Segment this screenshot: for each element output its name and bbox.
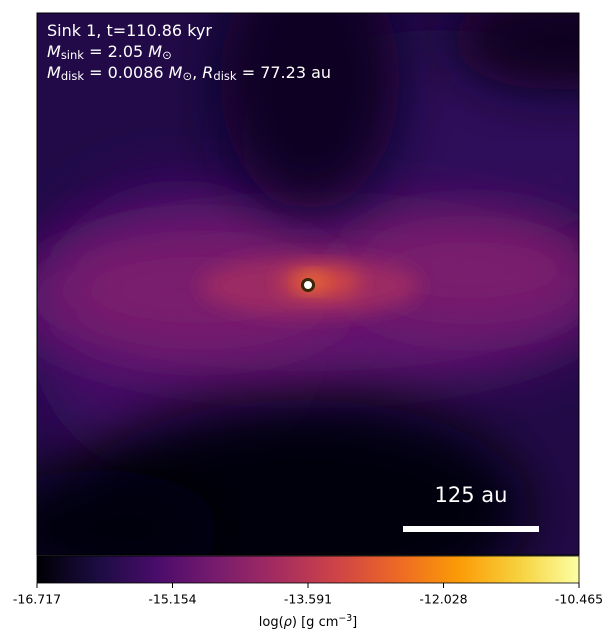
tick-label: -12.028 <box>419 592 467 607</box>
text-segment: ρ <box>284 615 293 630</box>
text-segment: ⊙ <box>162 48 172 62</box>
tick-label: -13.591 <box>284 592 332 607</box>
text-segment: ] <box>352 615 357 630</box>
colorbar <box>36 555 580 584</box>
tick-label: -16.717 <box>13 592 61 607</box>
text-segment: ⊙ <box>182 69 192 83</box>
annotation: Sink 1, t=110.86 kyr <box>47 21 212 40</box>
colorbar-ticks: -16.717 -15.154 -13.591 -12.028 -10.465 <box>13 583 603 607</box>
text-segment: −3 <box>338 613 352 624</box>
text-segment: ) [g cm <box>292 615 338 630</box>
text-segment: M <box>47 63 61 82</box>
text-segment: R <box>202 63 213 82</box>
text-segment: Sink 1, t=110.86 kyr <box>47 21 212 40</box>
frame <box>36 12 580 556</box>
text-segment: M <box>169 63 183 82</box>
text-segment: , <box>192 63 202 82</box>
annotation: Mdisk = 0.0086 M⊙, Rdisk = 77.23 au <box>47 63 331 83</box>
sink-marker <box>301 278 315 292</box>
text-segment: disk <box>61 69 85 83</box>
annotation: Msink = 2.05 M⊙ <box>47 42 172 62</box>
scale-bar-label: 125 au <box>435 483 508 507</box>
text-segment: M <box>148 42 162 61</box>
colorbar-label: log(ρ) [g cm−3] <box>259 613 358 630</box>
text-segment: disk <box>213 69 237 83</box>
scale-bar <box>403 526 539 532</box>
text-segment: = 2.05 <box>84 42 148 61</box>
text-segment: log( <box>259 615 284 630</box>
text-segment: M <box>47 42 61 61</box>
text-segment: sink <box>61 48 84 62</box>
text-segment: = 77.23 au <box>237 63 331 82</box>
tick-label: -15.154 <box>148 592 196 607</box>
text-segment: = 0.0086 <box>84 63 169 82</box>
tick-label: -10.465 <box>555 592 603 607</box>
